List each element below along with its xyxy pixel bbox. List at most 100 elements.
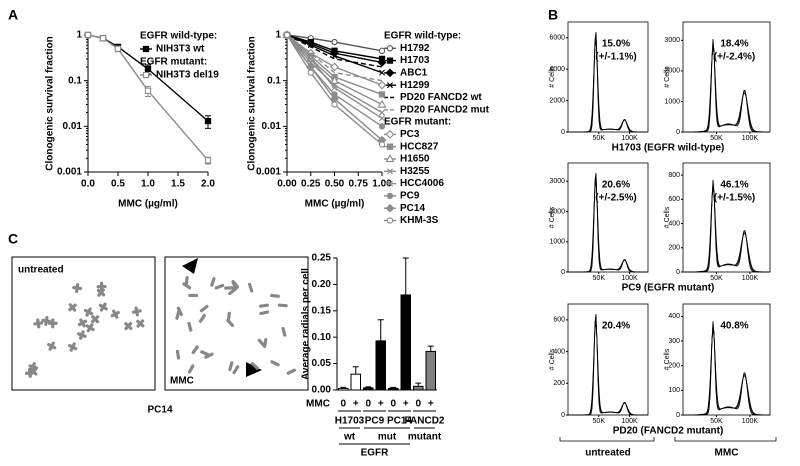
chromosome [99, 302, 107, 312]
marker [379, 69, 385, 76]
bar [425, 350, 436, 391]
x-tick-label: 50K [710, 275, 723, 282]
bar [400, 294, 411, 391]
plot-frame [682, 303, 771, 416]
marker [307, 55, 314, 62]
histogram-group: 0 2000 4000 6000 50K 100K # Cells [549, 35, 638, 142]
y-axis-label: # Cells [549, 66, 556, 88]
x-tick-label: 2.0 [201, 179, 215, 190]
percentage-annotation: (+/-1.5%) [714, 193, 755, 204]
y-tick-label: 0.25 [312, 253, 332, 264]
error-bar [415, 382, 422, 387]
legend-label: NIH3T3 wt [156, 44, 205, 55]
chromosome [214, 283, 225, 290]
x-tick-label: 50K [593, 275, 606, 282]
chromosome [270, 293, 280, 298]
x-tick-label: 100K [621, 135, 638, 142]
subgroup-label: wt [343, 432, 356, 443]
chromosome [257, 338, 266, 348]
chromosome [75, 283, 80, 293]
marker [283, 31, 291, 39]
subgroup-label: mutant [408, 432, 442, 443]
legend-marker [387, 82, 393, 89]
chromosome [250, 362, 260, 370]
chromosome [131, 309, 142, 314]
chromosome [187, 364, 195, 374]
x-tick-label: 100K [742, 418, 759, 425]
series-line [286, 34, 383, 141]
legend-marker [386, 217, 394, 224]
legend-title: EGFR wild-type: [140, 31, 217, 42]
x-tick-label: 0.5 [111, 179, 125, 190]
legend-label: PC3 [400, 129, 420, 140]
legend-label: H3255 [400, 166, 430, 177]
legend-marker [385, 154, 395, 163]
y-tick-label: 3000 [664, 37, 680, 44]
y-tick-label: 0 [676, 269, 680, 276]
percentage-annotation: 20.6% [602, 180, 630, 191]
legend-marker [386, 143, 394, 150]
legend-label: KHM-3S [400, 215, 439, 226]
y-axis-label: # Cells [664, 206, 671, 228]
x-tick-label: + [428, 399, 434, 410]
legend-label: NIH3T3 del19 [156, 70, 219, 81]
y-tick-label: 200 [553, 380, 565, 387]
y-tick-label: 800 [668, 172, 680, 179]
y-tick-label: 0.001 [256, 167, 281, 178]
legend-marker [386, 57, 394, 64]
chromosome [188, 293, 199, 298]
histogram-trace [682, 188, 771, 273]
marker [378, 91, 386, 98]
series-line [286, 34, 383, 86]
percentage-annotation: (+/-2.5%) [595, 193, 636, 204]
y-tick-label: 400 [553, 348, 565, 355]
histogram-trace [567, 318, 649, 416]
legend-marker [385, 68, 395, 78]
chromosome [228, 287, 237, 296]
bar [413, 385, 424, 391]
x-tick-label: 1.00 [372, 179, 392, 190]
histogram-group: 0 1000 2000 3000 50K 100K # Cells [549, 178, 638, 282]
x-tick-label: 50K [593, 135, 606, 142]
x-tick-label: 1.5 [171, 179, 185, 190]
percentage-annotation: 46.1% [720, 180, 748, 191]
chromosome [198, 313, 206, 323]
series-line [286, 34, 383, 64]
marker [331, 101, 338, 108]
group-label: FANCD2 [404, 416, 444, 427]
legend-marker [386, 192, 394, 199]
legend-marker [386, 45, 394, 52]
series-line [286, 34, 383, 146]
y-tick-label: 300 [668, 338, 680, 345]
percentage-annotation: 40.8% [720, 321, 748, 332]
series-line [286, 34, 383, 74]
chromosome [191, 345, 199, 355]
panel-label: B [548, 7, 558, 23]
marker [84, 31, 92, 39]
legend-title: EGFR wild-type: [384, 31, 461, 42]
x-tick-label: 50K [710, 418, 723, 425]
y-tick-label: 2000 [549, 97, 565, 104]
legend-title: EGFR mutant: [140, 57, 207, 68]
chromosome [277, 303, 288, 308]
legend-label: H1650 [400, 154, 430, 165]
chromosome [232, 365, 240, 375]
legend-label: PC14 [400, 203, 425, 214]
chromosome [226, 311, 231, 322]
series-line [286, 34, 383, 52]
chromosome [210, 277, 216, 287]
chromosome [224, 286, 235, 290]
legend-label: ABC1 [400, 68, 428, 79]
marker [377, 58, 387, 67]
chromosome [110, 310, 120, 318]
legend-title: EGFR mutant: [384, 117, 451, 128]
x-tick-label: + [378, 399, 384, 410]
image-label: MMC [170, 376, 194, 387]
plot-frame [567, 162, 649, 273]
y-tick-label: 600 [668, 196, 680, 203]
marker [379, 115, 385, 122]
y-tick-label: 0 [676, 129, 680, 136]
bar [375, 340, 386, 391]
y-tick-label: 4000 [549, 66, 565, 73]
bar [338, 387, 349, 391]
